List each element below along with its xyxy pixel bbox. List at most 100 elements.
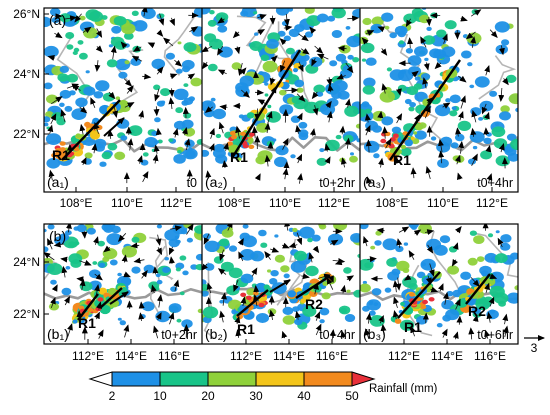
rain-cell	[407, 55, 422, 66]
rain-cell	[44, 82, 53, 90]
colorbar-low-cap	[88, 371, 113, 387]
wind-arrow	[380, 48, 388, 56]
rain-cell-heavy	[428, 297, 435, 302]
wind-arrow	[169, 17, 175, 27]
wind-arrow	[152, 153, 159, 164]
rain-cell	[457, 120, 472, 131]
rain-cell	[353, 289, 360, 298]
wind-arrow	[345, 98, 351, 108]
rainband-label-b1-r1: R1	[78, 315, 96, 331]
wind-arrow	[172, 128, 179, 138]
propagation-arrow	[103, 117, 125, 137]
lon-label-a2-110: 110°E	[269, 196, 301, 210]
wind-arrow	[239, 67, 247, 75]
rain-cell	[128, 125, 143, 136]
rain-cell-heavy	[258, 302, 265, 308]
wind-arrow	[312, 245, 320, 254]
rain-cell	[175, 107, 184, 114]
rain-cell	[275, 145, 289, 156]
wind-arrow	[281, 242, 290, 249]
rain-cell	[344, 105, 359, 117]
rain-cell-heavy	[248, 132, 255, 137]
rain-cell	[433, 244, 448, 256]
rain-cell	[335, 134, 342, 140]
rain-cell-heavy	[87, 307, 94, 312]
rain-cell	[409, 102, 416, 108]
wind-arrow	[268, 309, 275, 320]
rain-cell	[362, 305, 370, 312]
wind-arrow	[498, 45, 505, 56]
rainband-axis	[61, 99, 125, 161]
rain-cell	[454, 133, 465, 142]
rain-cell	[293, 68, 298, 73]
wind-arrow	[110, 45, 117, 60]
wind-arrow	[326, 277, 334, 290]
rain-cell	[143, 264, 155, 274]
rain-cell	[514, 285, 518, 291]
wind-arrow	[376, 227, 385, 234]
rain-cell	[362, 85, 375, 95]
wind-arrow	[152, 266, 159, 275]
rainband-line	[236, 289, 269, 317]
rain-cell	[345, 26, 351, 30]
rain-cell	[331, 8, 346, 19]
rain-cell	[204, 240, 220, 252]
colorbar-tick-label: 2	[109, 389, 116, 403]
wind-arrow	[48, 169, 55, 181]
rain-cell	[293, 250, 308, 261]
rain-cell	[66, 44, 74, 50]
wind-arrow	[132, 45, 142, 52]
rain-cell	[102, 92, 115, 102]
wind-arrow	[130, 242, 140, 249]
rain-cell-heavy	[240, 131, 247, 136]
wind-arrow	[362, 235, 369, 247]
wind-arrow	[79, 123, 86, 135]
rain-cell	[65, 266, 71, 270]
rain-cell-heavy	[229, 131, 236, 136]
wind-arrow	[209, 127, 215, 139]
rain-cell	[363, 140, 380, 153]
panel-a2	[202, 8, 360, 192]
wind-arrow	[434, 62, 442, 70]
wind-arrow	[327, 83, 334, 93]
rain-cell	[426, 26, 432, 31]
rain-cell	[305, 265, 319, 277]
rain-cell	[396, 260, 410, 271]
wind-arrow	[396, 113, 403, 124]
wind-arrow	[64, 296, 70, 306]
rain-cell	[79, 52, 88, 60]
rain-cell	[255, 313, 270, 323]
rain-cell	[46, 126, 51, 130]
rain-cell	[52, 109, 57, 114]
rain-cell	[61, 287, 72, 296]
rain-cell	[156, 224, 162, 229]
rain-cell	[228, 267, 243, 279]
wind-arrow	[452, 331, 459, 340]
wind-arrow	[240, 296, 247, 306]
rain-cell	[389, 32, 398, 39]
wind-arrow	[234, 315, 241, 325]
rain-cell	[190, 264, 198, 270]
rain-cell	[349, 155, 358, 163]
rainband-line	[465, 273, 491, 305]
wind-arrow	[232, 31, 240, 39]
row-a-frame	[43, 7, 519, 193]
rain-cell	[399, 26, 407, 32]
rain-cell	[240, 10, 249, 17]
rain-cell-heavy	[55, 147, 62, 153]
rain-cell	[366, 299, 382, 311]
colorbar-tick-label: 40	[297, 389, 311, 403]
wind-arrow	[458, 75, 467, 83]
rain-cell	[202, 306, 219, 319]
rain-cell	[292, 227, 298, 233]
wind-arrow	[425, 229, 435, 235]
rain-cell	[179, 291, 185, 296]
rain-cell	[295, 231, 302, 236]
lat-label-26: 26°N	[13, 7, 40, 21]
rainband-line	[61, 99, 121, 161]
wind-arrow	[217, 17, 225, 24]
wind-arrow	[326, 77, 333, 87]
rain-cell	[495, 230, 500, 234]
rain-cell	[260, 54, 270, 62]
